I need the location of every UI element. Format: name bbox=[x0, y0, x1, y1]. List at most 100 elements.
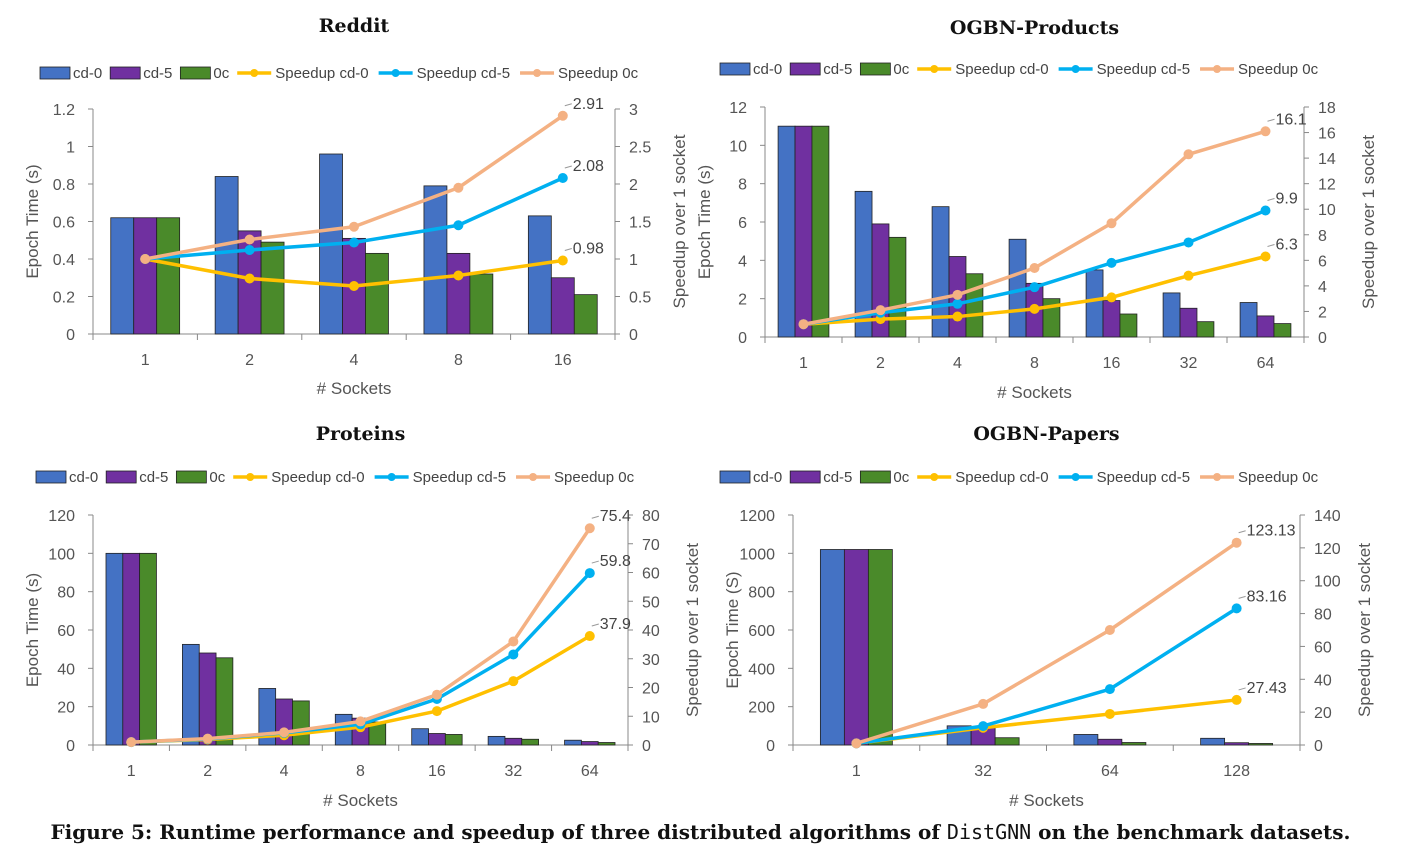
y2-tick-label: 60 bbox=[1314, 639, 1332, 656]
y-tick-label: 2 bbox=[738, 292, 747, 309]
y2-axis-title: Speedup over 1 socket bbox=[1355, 543, 1374, 717]
y2-tick-label: 4 bbox=[1318, 279, 1327, 296]
y2-tick-label: 100 bbox=[1314, 574, 1341, 591]
y2-tick-label: 18 bbox=[1318, 100, 1336, 117]
x-tick-label: 1 bbox=[141, 352, 150, 369]
y2-tick-label: 12 bbox=[1318, 177, 1336, 194]
legend-swatch bbox=[789, 62, 821, 76]
annotation-leader bbox=[591, 623, 599, 627]
legend-item: Speedup 0c bbox=[520, 65, 639, 82]
series-point bbox=[355, 716, 366, 727]
y-tick-label: 4 bbox=[738, 253, 747, 270]
bar bbox=[446, 252, 471, 335]
x-tick-label: 8 bbox=[454, 352, 463, 369]
legend-marker bbox=[533, 69, 542, 77]
series-point bbox=[1104, 708, 1115, 719]
y2-tick-label: 50 bbox=[642, 594, 660, 611]
series-point bbox=[508, 636, 519, 647]
series-point bbox=[1231, 537, 1242, 548]
bar bbox=[777, 125, 796, 338]
legend-item: cd-0 bbox=[35, 469, 98, 486]
series-point bbox=[1260, 251, 1271, 262]
y2-tick-label: 0 bbox=[1318, 330, 1327, 347]
series-point bbox=[1260, 126, 1271, 137]
series-point bbox=[1183, 237, 1194, 248]
y-tick-label: 400 bbox=[748, 661, 775, 678]
series-point bbox=[978, 721, 989, 732]
legend-swatch bbox=[175, 470, 207, 484]
data-label: 59.8 bbox=[600, 553, 631, 570]
legend-marker bbox=[250, 69, 259, 77]
series-point bbox=[875, 305, 886, 316]
y2-tick-label: 40 bbox=[642, 623, 660, 640]
y2-tick-label: 2.5 bbox=[629, 140, 651, 157]
series-point bbox=[1231, 603, 1242, 614]
annotation-leader bbox=[1267, 198, 1275, 201]
series-point bbox=[584, 568, 595, 579]
legend-label: cd-0 bbox=[753, 61, 782, 78]
series-point bbox=[978, 698, 989, 709]
series-point bbox=[1231, 694, 1242, 705]
y2-tick-label: 14 bbox=[1318, 151, 1336, 168]
data-label: 75.4 bbox=[600, 508, 631, 525]
data-label: 6.3 bbox=[1276, 237, 1298, 254]
legend-swatch bbox=[39, 66, 71, 80]
annotation-leader bbox=[564, 248, 572, 251]
series-point bbox=[508, 676, 519, 687]
y2-tick-label: 60 bbox=[642, 566, 660, 583]
bar bbox=[1073, 734, 1099, 746]
legend-label: Speedup cd-0 bbox=[955, 469, 1048, 486]
x-axis-title: # Sockets bbox=[1009, 791, 1084, 810]
y-tick-label: 0.4 bbox=[53, 252, 75, 269]
legend-marker bbox=[1213, 65, 1222, 73]
bar bbox=[1273, 323, 1292, 338]
bar bbox=[428, 733, 446, 746]
legend-item: Speedup cd-5 bbox=[1058, 469, 1190, 486]
series-point bbox=[431, 706, 442, 717]
y2-tick-label: 0 bbox=[642, 738, 651, 755]
y-tick-label: 6 bbox=[738, 215, 747, 232]
y-tick-label: 1.2 bbox=[53, 102, 75, 119]
bar bbox=[994, 737, 1020, 746]
bar bbox=[1097, 738, 1123, 746]
legend-label: Speedup cd-0 bbox=[955, 61, 1048, 78]
x-tick-label: 1 bbox=[852, 763, 861, 780]
bar bbox=[444, 734, 463, 746]
legend-marker bbox=[1071, 473, 1080, 481]
series-line bbox=[855, 541, 1238, 746]
data-label: 2.08 bbox=[573, 158, 604, 175]
y2-axis-title: Speedup over 1 socket bbox=[670, 134, 689, 308]
legend-label: Speedup 0c bbox=[558, 65, 639, 82]
bar bbox=[550, 277, 575, 335]
x-tick-label: 4 bbox=[953, 355, 962, 372]
bar bbox=[260, 241, 285, 335]
legend-item: Speedup cd-0 bbox=[233, 469, 365, 486]
x-axis-title: # Sockets bbox=[317, 379, 392, 398]
series-point bbox=[126, 737, 137, 748]
legend-label: 0c bbox=[893, 61, 909, 78]
bar bbox=[1121, 742, 1147, 746]
series-point bbox=[584, 523, 595, 534]
bar bbox=[1179, 307, 1198, 338]
x-tick-label: 64 bbox=[1101, 763, 1119, 780]
series-point bbox=[453, 220, 464, 231]
legend-item: cd-5 bbox=[789, 61, 852, 78]
bar bbox=[105, 552, 124, 746]
bar bbox=[182, 643, 200, 746]
x-tick-label: 32 bbox=[1180, 355, 1198, 372]
legend-item: Speedup cd-5 bbox=[378, 65, 510, 82]
bar bbox=[1256, 315, 1275, 338]
series-point bbox=[349, 281, 359, 291]
series-point bbox=[244, 234, 255, 245]
y-tick-label: 20 bbox=[57, 700, 75, 717]
series-point bbox=[349, 237, 359, 248]
legend-label: cd-5 bbox=[823, 61, 852, 78]
y-tick-label: 0.2 bbox=[53, 290, 75, 307]
y-tick-label: 100 bbox=[48, 546, 75, 563]
bar bbox=[1162, 292, 1181, 338]
legend-marker bbox=[391, 69, 400, 77]
y2-tick-label: 2 bbox=[1318, 304, 1327, 321]
y-tick-label: 1000 bbox=[739, 546, 775, 563]
y2-tick-label: 0 bbox=[629, 327, 638, 344]
bar bbox=[133, 217, 158, 335]
